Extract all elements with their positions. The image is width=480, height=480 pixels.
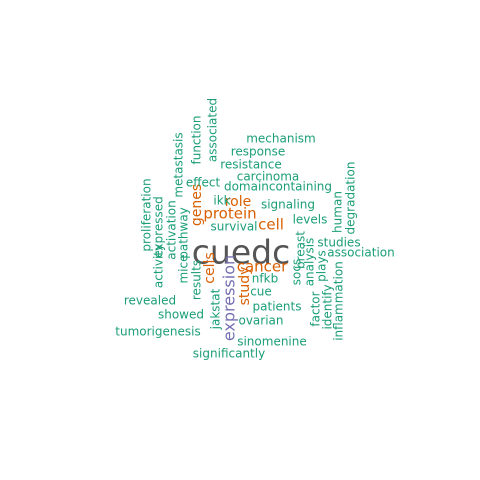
word-study: study: [237, 267, 253, 306]
word-studies: studies: [317, 236, 360, 250]
word-ovarian: ovarian: [238, 314, 283, 328]
word-proliferation: proliferation: [140, 178, 154, 251]
word-breast: breast: [294, 231, 308, 269]
word-resistance: resistance: [220, 158, 282, 172]
word-cancer: cancer: [237, 258, 288, 276]
word-ikk: ikk: [213, 194, 230, 208]
word-showed: showed: [158, 308, 204, 322]
word-domaincontaining: domaincontaining: [224, 180, 332, 194]
word-plays: plays: [315, 250, 329, 282]
word-signaling: signaling: [261, 198, 315, 212]
word-inflammation: inflammation: [332, 261, 346, 341]
word-cells: cells: [202, 252, 218, 283]
word-expression: expression: [220, 255, 239, 341]
word-cell: cell: [258, 216, 284, 234]
word-degradation: degradation: [344, 162, 358, 235]
word-identify: identify: [321, 284, 335, 329]
word-significantly: significantly: [193, 347, 265, 361]
word-survival: survival: [210, 220, 257, 234]
word-function: function: [190, 115, 204, 164]
word-levels: levels: [293, 213, 328, 227]
word-revealed: revealed: [124, 294, 176, 308]
word-expressed: expressed: [152, 196, 166, 257]
word-socs: socs: [290, 259, 304, 285]
word-associated: associated: [206, 98, 220, 162]
word-factor: factor: [309, 291, 323, 326]
word-protein: protein: [203, 205, 256, 223]
word-sinomenine: sinomenine: [237, 335, 307, 349]
word-analysis: analysis: [303, 238, 317, 287]
word-pathway: pathway: [177, 207, 191, 259]
word-activation: activation: [165, 200, 179, 259]
word-cuedc: cuedc: [192, 233, 290, 272]
word-results: results: [190, 260, 204, 300]
word-mechanism: mechanism: [246, 132, 316, 146]
word-nfkb: nfkb: [252, 272, 278, 286]
word-response: response: [231, 145, 286, 159]
word-role: role: [225, 194, 252, 210]
word-carcinoma: carcinoma: [237, 170, 300, 184]
word-genes: genes: [189, 184, 205, 226]
word-patients: patients: [253, 300, 302, 314]
word-effect: effect: [186, 176, 221, 190]
word-association: association: [327, 246, 394, 260]
word-mice: mice: [177, 254, 191, 283]
word-activity: activity: [152, 244, 166, 288]
word-tumorigenesis: tumorigenesis: [115, 325, 200, 339]
word-cue: cue: [250, 285, 272, 299]
word-jakstat: jakstat: [209, 288, 223, 330]
word-human: human: [331, 191, 345, 233]
word-metastasis: metastasis: [172, 132, 186, 197]
